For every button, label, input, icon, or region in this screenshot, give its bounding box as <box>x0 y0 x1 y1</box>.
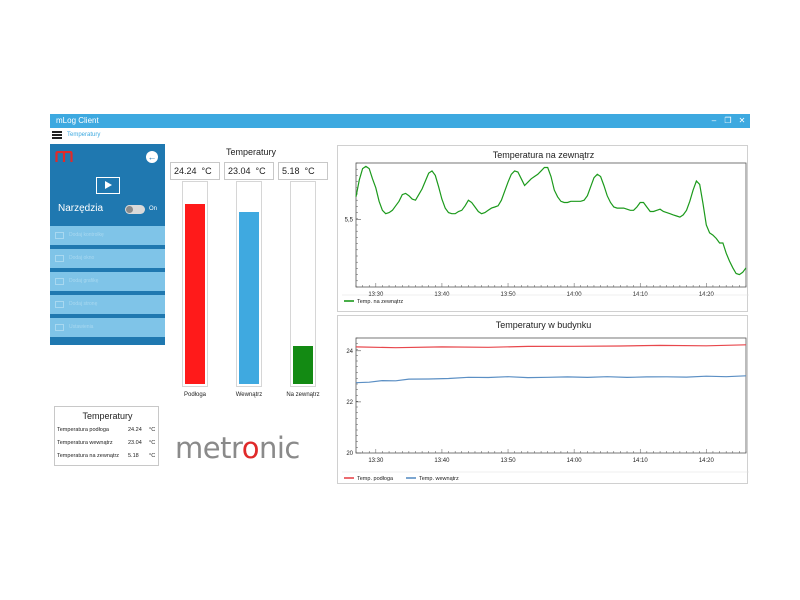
value: 5.18 <box>282 166 300 176</box>
summary-row: Temperatura wewnątrz 23.04 °C <box>57 438 158 448</box>
gauges-title: Temperatury <box>225 147 277 157</box>
outdoor-temp-label: Na zewnątrz <box>286 392 320 398</box>
brand-text-part: nic <box>259 431 300 465</box>
sidebar-item-add-page[interactable]: Dodaj stronę <box>50 293 165 314</box>
image-icon <box>55 278 64 285</box>
summary-value: 5.18 <box>128 453 139 459</box>
brand-text-part: etr <box>203 431 243 465</box>
toggle-label: On <box>149 206 158 212</box>
indoor-temp-value-box: 23.04 °C <box>224 162 274 180</box>
back-arrow-icon[interactable]: ← <box>146 151 158 163</box>
legend-label: Temp. na zewnątrz <box>357 299 403 305</box>
series-line <box>355 165 747 276</box>
minimize-button[interactable]: – <box>711 116 717 125</box>
tools-toggle[interactable] <box>125 205 145 214</box>
metronic-logo: metronic <box>175 431 300 465</box>
sidebar-item-add-control[interactable]: Dodaj kontrolkę <box>50 224 165 245</box>
summary-value: 23.04 <box>128 440 142 446</box>
x-tick-label: 14:20 <box>699 458 715 464</box>
brand-accent-letter: o <box>242 431 259 465</box>
x-tick-label: 13:30 <box>368 458 384 464</box>
summary-unit: °C <box>149 440 156 446</box>
sidebar-item-label: Dodaj okno <box>69 255 95 261</box>
plot-frame <box>355 162 747 288</box>
sidebar: ← Narzędzia On Dodaj kontrolkę Dodaj okn… <box>50 144 165 345</box>
x-tick-label: 14:00 <box>567 458 583 464</box>
floor-temp-label: Podłoga <box>183 392 207 398</box>
x-tick-label: 13:50 <box>501 458 517 464</box>
summary-name: Temperatura wewnątrz <box>57 440 113 446</box>
chart-title: Temperatury w budynku <box>496 320 592 330</box>
y-tick-label: 22 <box>346 400 353 406</box>
plot-frame <box>355 337 747 454</box>
summary-name: Temperatura podłoga <box>57 427 109 433</box>
series-line <box>355 375 747 384</box>
sidebar-item-label: Dodaj stronę <box>69 301 98 307</box>
x-tick-label: 14:10 <box>633 458 649 464</box>
outdoor-temp-value-box: 5.18 °C <box>278 162 328 180</box>
metronic-m-logo-icon <box>55 151 73 162</box>
settings-icon <box>55 324 64 331</box>
tools-label: Narzędzia <box>58 203 104 214</box>
window-icon <box>55 255 64 262</box>
y-tick-label: 24 <box>346 349 353 355</box>
value: 23.04 <box>228 166 251 176</box>
floor-temp-gauge <box>182 181 208 387</box>
indoor-temp-gauge <box>236 181 262 387</box>
toggle-knob <box>126 206 133 213</box>
indoor-temp-bar-fill <box>239 212 259 384</box>
value: 24.24 <box>174 166 197 176</box>
summary-value: 24.24 <box>128 427 142 433</box>
outdoor-temperature-chart: Temperatura na zewnątrz 13:30 13:40 13:50 14… <box>337 145 749 312</box>
summary-name: Temperatura na zewnątrz <box>57 453 120 459</box>
summary-unit: °C <box>149 453 156 459</box>
app-window: mLog Client – ❐ ✕ Temperatury ← Narzędzi… <box>50 114 750 486</box>
close-button[interactable]: ✕ <box>738 116 746 125</box>
outdoor-temp-bar-fill <box>293 346 313 384</box>
hamburger-menu-icon[interactable] <box>52 131 62 139</box>
title-bar: mLog Client – ❐ ✕ <box>50 114 750 128</box>
indoor-temp-label: Wewnątrz <box>235 392 263 398</box>
sidebar-item-label: Dodaj grafikę <box>69 278 99 284</box>
legend-label: Temp. podłoga <box>357 476 394 482</box>
breadcrumb[interactable]: Temperatury <box>67 132 101 138</box>
page-icon <box>55 301 64 308</box>
chart-title: Temperatura na zewnątrz <box>493 150 595 160</box>
summary-unit: °C <box>149 427 156 433</box>
series-line <box>355 344 747 349</box>
brand-text-part: m <box>175 431 203 465</box>
sidebar-item-add-image[interactable]: Dodaj grafikę <box>50 270 165 291</box>
menu-bar: Temperatury <box>50 128 750 142</box>
chart-icon <box>55 232 64 239</box>
y-tick-label: 20 <box>346 451 353 457</box>
unit: °C <box>201 166 212 176</box>
sidebar-item-label: Ustawienia <box>69 324 94 330</box>
sidebar-item-settings[interactable]: Ustawienia <box>50 316 165 337</box>
play-icon <box>105 181 112 189</box>
y-tick-label: 5,5 <box>345 217 354 223</box>
x-tick-label: 13:40 <box>434 458 450 464</box>
summary-row: Temperatura na zewnątrz 5.18 °C <box>57 451 158 461</box>
temperature-summary-box: Temperatury Temperatura podłoga 24.24 °C… <box>54 406 159 466</box>
sidebar-item-label: Dodaj kontrolkę <box>69 232 104 238</box>
summary-title: Temperatury <box>82 411 133 421</box>
play-button[interactable] <box>96 177 120 194</box>
maximize-button[interactable]: ❐ <box>724 116 732 125</box>
brand-text: metronic <box>175 431 300 465</box>
floor-temp-value-box: 24.24 °C <box>170 162 220 180</box>
unit: °C <box>304 166 315 176</box>
legend-label: Temp. wewnątrz <box>419 476 459 482</box>
floor-temp-bar-fill <box>185 204 205 384</box>
building-temperatures-chart-svg: Temperatury w budynku 13:30 13:40 13:50 14:0… <box>342 320 749 482</box>
window-title: mLog Client <box>56 116 99 125</box>
building-temperatures-chart: Temperatury w budynku 13:30 13:40 13:50 14:0… <box>337 315 749 484</box>
unit: °C <box>255 166 266 176</box>
summary-row: Temperatura podłoga 24.24 °C <box>57 425 158 435</box>
sidebar-item-add-window[interactable]: Dodaj okno <box>50 247 165 268</box>
outdoor-temp-gauge <box>290 181 316 387</box>
